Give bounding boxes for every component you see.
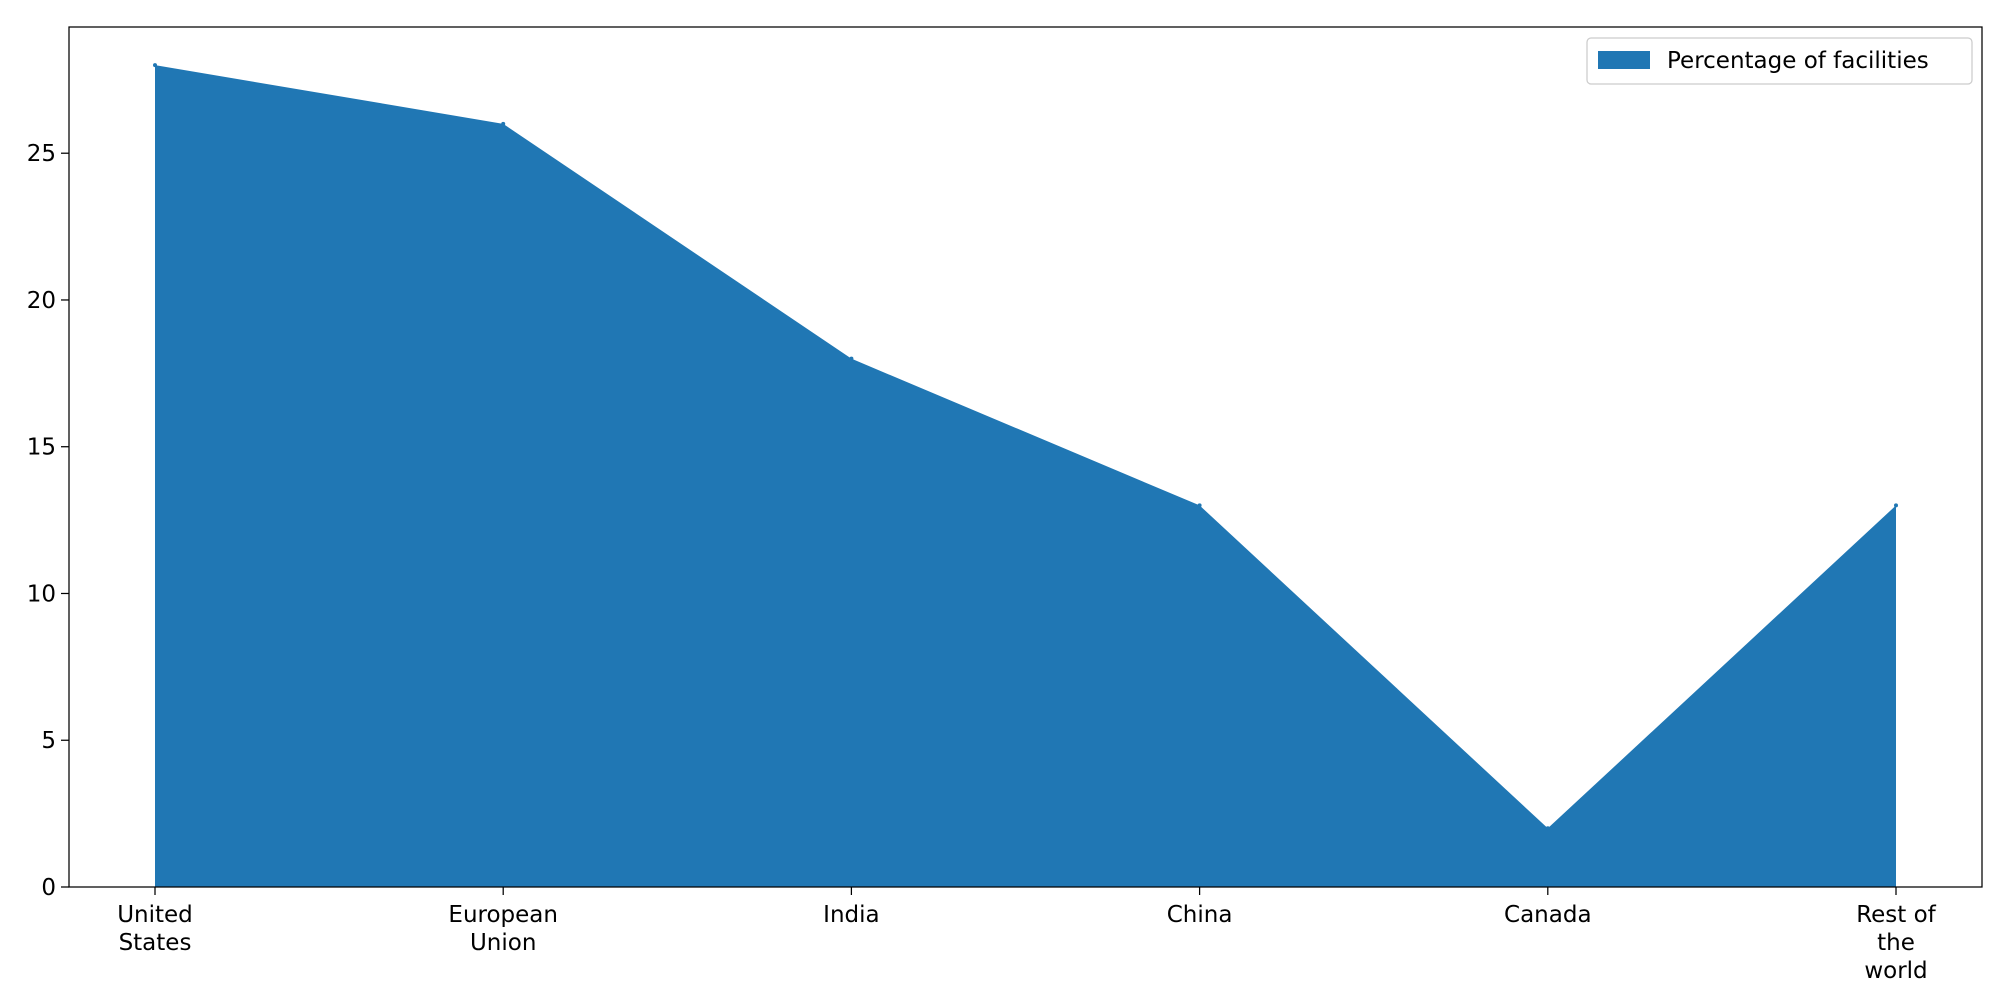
x-tick-label-line: States [119, 930, 192, 956]
y-tick-label: 5 [41, 728, 56, 754]
y-tick-label: 20 [27, 288, 56, 314]
y-axis: 0 5 10 15 20 25 [27, 141, 69, 901]
data-point [1197, 503, 1202, 508]
data-point [1545, 826, 1550, 831]
x-tick-label-line: United [117, 902, 193, 928]
y-tick-label: 10 [27, 581, 56, 607]
x-tick-label-line: Canada [1504, 902, 1592, 928]
area-layer [153, 63, 1898, 888]
y-tick-label: 0 [41, 875, 56, 901]
x-tick-label-line: Rest of [1856, 902, 1936, 928]
legend: Percentage of facilities [1586, 37, 1973, 85]
data-point [1894, 503, 1898, 508]
x-tick-label-line: India [823, 902, 879, 928]
data-point [153, 63, 157, 68]
x-tick-label-line: China [1167, 902, 1233, 928]
x-tick-label: China [1167, 902, 1233, 928]
area-series-0 [155, 65, 1896, 888]
x-tick-label-line: the [1877, 930, 1915, 956]
legend-label: Percentage of facilities [1667, 48, 1929, 74]
plot-frame [68, 26, 1983, 888]
x-tick-label-line: European [448, 902, 558, 928]
x-axis: United States European Union India China Canad… [117, 887, 1937, 984]
data-point [501, 121, 506, 126]
x-tick-label-line: world [1864, 958, 1927, 984]
y-tick-label: 15 [27, 435, 56, 461]
x-tick-label-line: Union [470, 930, 536, 956]
x-tick-label: Rest of the world [1856, 902, 1936, 984]
x-tick-label: United States [117, 902, 193, 956]
x-tick-label: Canada [1504, 902, 1592, 928]
x-tick-label: European Union [448, 902, 558, 956]
legend-box [1586, 37, 1973, 85]
x-tick-label: India [823, 902, 879, 928]
legend-swatch [1598, 51, 1650, 69]
y-tick-label: 25 [27, 141, 56, 167]
data-point [849, 356, 854, 361]
